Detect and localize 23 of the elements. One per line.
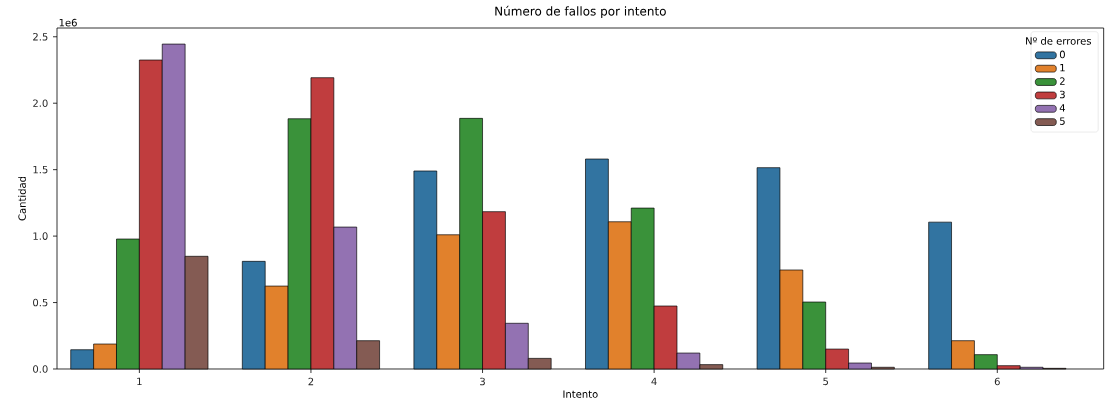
y-tick-label: 1.5	[33, 165, 48, 174]
x-tick-label: 2	[308, 377, 314, 386]
y-tick-label: 2.0	[33, 99, 48, 107]
x-axis-title: Intento	[563, 390, 598, 398]
legend-label: 5	[1060, 117, 1065, 125]
x-tick-label: 5	[823, 377, 828, 386]
x-tick-label: 1	[137, 377, 142, 385]
legend-label: 3	[1059, 90, 1065, 99]
text: 1e6	[59, 18, 77, 27]
y-tick-label: 1.0	[33, 232, 48, 240]
y-tick-label: 2.5	[33, 32, 48, 41]
x-tick-label: 4	[651, 377, 657, 385]
legend-label: 4	[1059, 104, 1066, 112]
y-tick-label: 0.0	[33, 365, 48, 373]
legend-title: Nº de errores	[1026, 37, 1092, 45]
y-tick-label: 0.5	[33, 298, 48, 307]
x-tick-label: 6	[994, 377, 1000, 386]
y-axis-title: Cantidad	[18, 176, 26, 221]
x-tick-label: 3	[480, 377, 485, 386]
legend-label: 1	[1060, 64, 1065, 72]
legend-label: 2	[1059, 77, 1065, 85]
chart-title: Número de fallos por intento	[495, 5, 666, 18]
legend-label: 0	[1059, 50, 1065, 59]
